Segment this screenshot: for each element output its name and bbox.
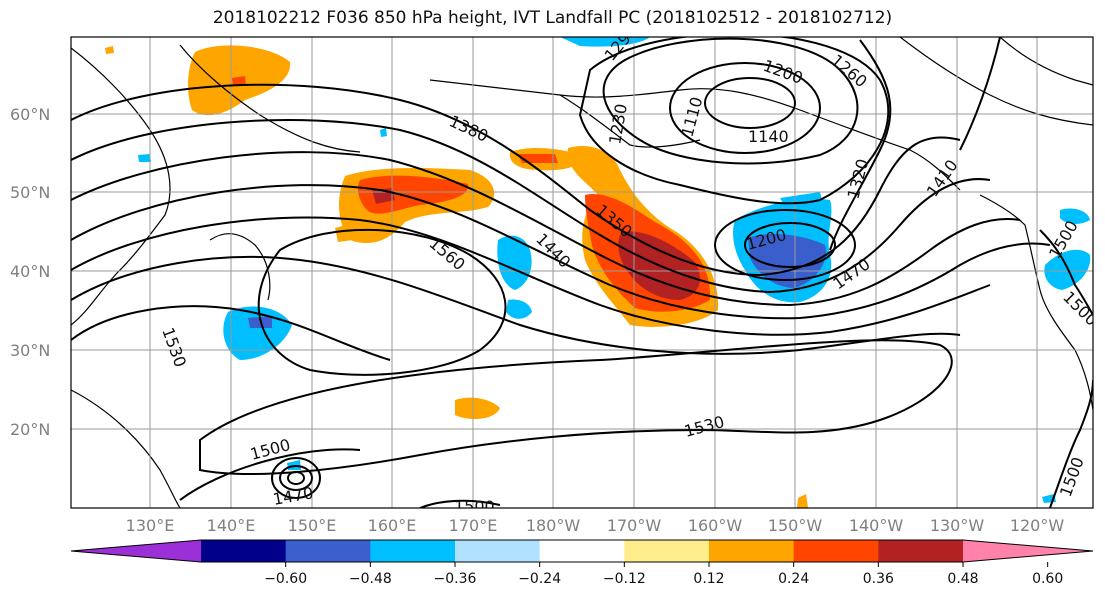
colorbar: −0.60 −0.48 −0.36 −0.24 −0.12 0.12 0.24 0.36 0.4… [70,539,1094,587]
colorbar-bin [624,540,710,562]
colorbar-tick-label: 0.12 [693,571,724,587]
colorbar-tick-label: −0.60 [264,571,307,587]
colorbar-tick-label: −0.36 [434,571,477,587]
colorbar-bin [709,540,795,562]
colorbar-bin [793,540,879,562]
colorbar-extend-low [71,540,201,562]
lat-label: 60°N [10,105,50,124]
lon-label: 160°W [688,516,743,535]
height-contours [71,37,1093,508]
colorbar-bin [455,540,541,562]
lat-label: 20°N [10,420,50,439]
contour-label: 1500 [454,497,495,516]
lon-label: 160°E [368,516,417,535]
colorbar-tick-label: 0.24 [778,571,809,587]
ivt-positive-shading [105,45,808,508]
lon-label: 140°W [849,516,904,535]
latitude-labels: 60°N 50°N 40°N 30°N 20°N [10,105,50,439]
coastlines [71,37,1093,508]
lon-label: 130°E [126,516,175,535]
lon-label: 130°W [930,516,985,535]
colorbar-extend-high [963,540,1093,562]
longitude-labels: 130°E 140°E 150°E 160°E 170°E 180°W 170°… [126,516,1065,535]
lon-label: 140°E [207,516,256,535]
colorbar-tick-label: −0.12 [603,571,646,587]
colorbar-tick-label: 0.36 [863,571,894,587]
colorbar-bin [370,540,456,562]
colorbar-bin [539,540,625,562]
contour-label: 1140 [748,127,789,146]
map-title: 2018102212 F036 850 hPa height, IVT Land… [212,8,893,28]
lon-label: 180°W [526,516,581,535]
lat-label: 30°N [10,341,50,360]
colorbar-bin [878,540,964,562]
lon-label: 150°E [288,516,337,535]
colorbar-bin [285,540,371,562]
colorbar-tick-label: 0.48 [947,571,978,587]
colorbar-outline [70,539,1094,563]
lon-label: 120°W [1010,516,1065,535]
colorbar-tick-label: −0.24 [518,571,561,587]
colorbar-tick-label: −0.48 [349,571,392,587]
colorbar-bin [201,540,287,562]
lat-label: 50°N [10,183,50,202]
lon-label: 150°W [768,516,823,535]
graticule [71,37,1093,508]
plot-frame [70,36,1094,509]
lon-label: 170°W [607,516,662,535]
colorbar-tick-label: 0.60 [1032,571,1063,587]
lon-label: 170°E [449,516,498,535]
lat-label: 40°N [10,262,50,281]
